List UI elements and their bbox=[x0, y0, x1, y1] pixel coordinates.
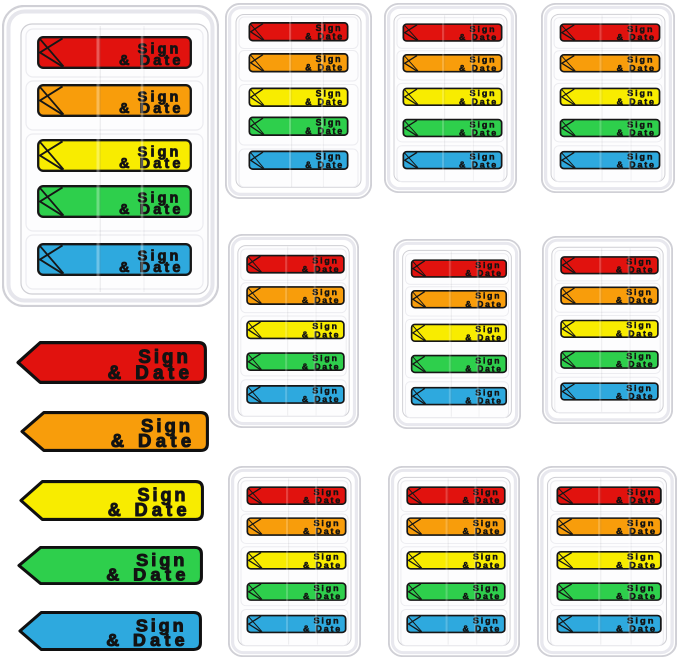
svg-text:& Date: & Date bbox=[106, 565, 189, 584]
svg-text:Sign: Sign bbox=[136, 550, 187, 569]
svg-text:Sign: Sign bbox=[136, 616, 187, 636]
svg-text:& Date: & Date bbox=[111, 430, 196, 451]
svg-text:Sign: Sign bbox=[138, 346, 191, 367]
svg-text:& Date: & Date bbox=[108, 362, 194, 383]
svg-text:Sign: Sign bbox=[141, 415, 193, 436]
svg-text:Sign: Sign bbox=[138, 485, 189, 505]
svg-text:& Date: & Date bbox=[106, 630, 189, 650]
svg-text:& Date: & Date bbox=[108, 500, 191, 520]
